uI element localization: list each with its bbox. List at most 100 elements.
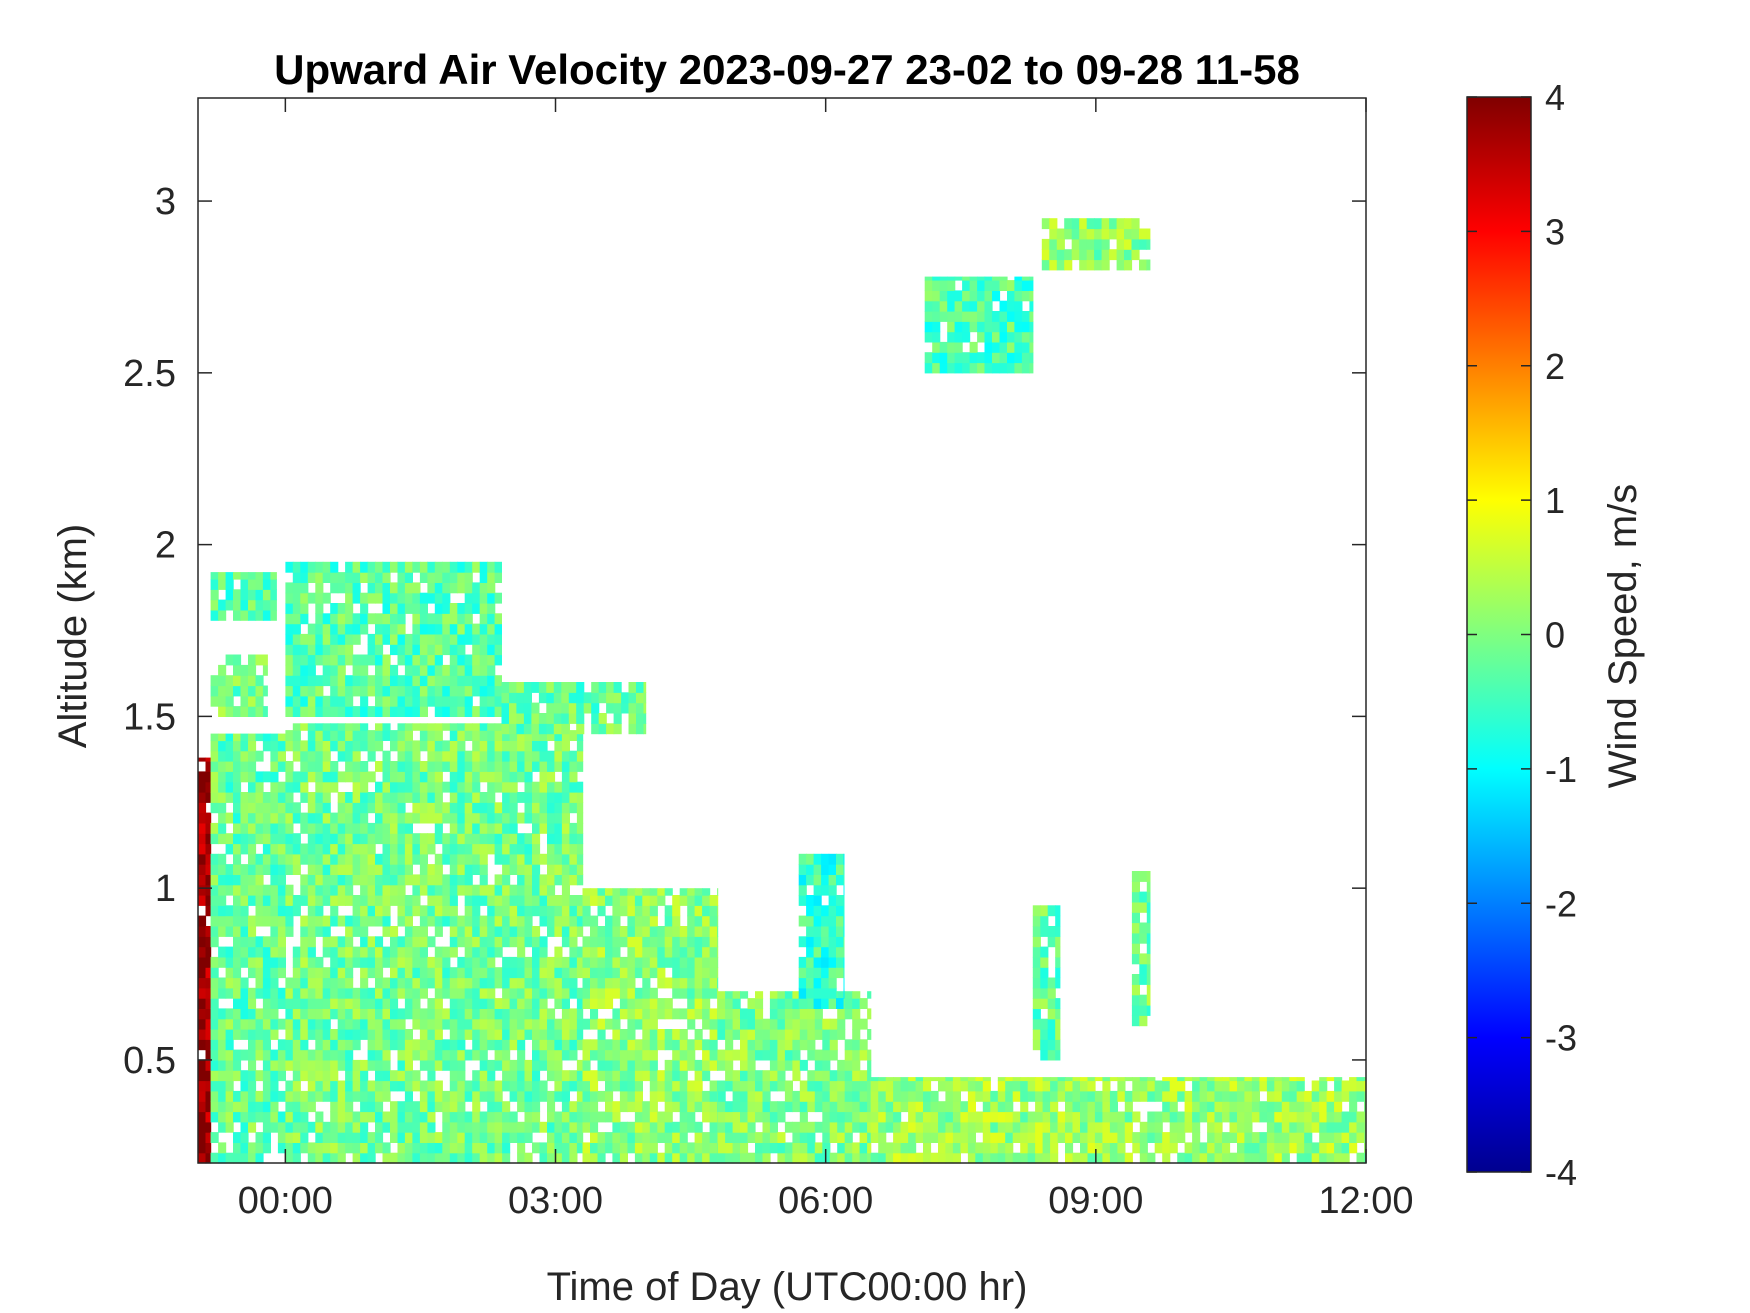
heatmap-cell [434, 977, 443, 989]
heatmap-cell [419, 740, 428, 752]
heatmap-cell [900, 1101, 909, 1113]
heatmap-cell [923, 1152, 932, 1164]
heatmap-cell [982, 1142, 991, 1154]
heatmap-cell [412, 967, 421, 979]
heatmap-cell [1055, 1029, 1061, 1040]
heatmap-cell [561, 905, 570, 917]
heatmap-cell [694, 1070, 703, 1082]
heatmap-cell [1065, 1077, 1074, 1082]
heatmap-cell [360, 685, 369, 697]
heatmap-cell [932, 311, 941, 322]
heatmap-cell [198, 956, 207, 968]
heatmap-cell [702, 905, 711, 917]
heatmap-cell [240, 733, 249, 742]
heatmap-cell [412, 926, 421, 937]
heatmap-cell [270, 987, 279, 999]
heatmap-cell [442, 675, 451, 687]
heatmap-cell [205, 771, 212, 783]
heatmap-cell [1040, 946, 1049, 958]
heatmap-cell [412, 998, 421, 1009]
heatmap-cell [792, 1132, 801, 1143]
heatmap-cell [814, 1152, 823, 1164]
heatmap-cell [248, 609, 257, 621]
heatmap-cell [292, 706, 301, 717]
heatmap-cell [1109, 1132, 1118, 1143]
heatmap-cell [457, 654, 466, 666]
heatmap-cell [315, 623, 324, 635]
heatmap-cell [1289, 1101, 1298, 1113]
heatmap-cell [649, 998, 658, 1009]
heatmap-cell [1207, 1121, 1216, 1133]
heatmap-cell [717, 991, 726, 999]
heatmap-cell [412, 956, 421, 968]
heatmap-cell [472, 582, 481, 594]
heatmap-cell [554, 792, 563, 803]
heatmap-cell [225, 987, 234, 999]
heatmap-cell [248, 1008, 257, 1020]
heatmap-cell [427, 833, 436, 845]
heatmap-cell [233, 956, 242, 968]
heatmap-cell [337, 874, 346, 886]
heatmap-cell [442, 603, 451, 614]
heatmap-cell [777, 1008, 786, 1020]
heatmap-cell [612, 1132, 621, 1143]
heatmap-cell [1326, 1142, 1335, 1154]
heatmap-cell [634, 1049, 643, 1061]
heatmap-cell [1237, 1152, 1246, 1164]
heatmap-cell [517, 740, 526, 752]
heatmap-cell [419, 1029, 428, 1040]
heatmap-cell [755, 1111, 764, 1123]
heatmap-cell [583, 702, 592, 714]
heatmap-cell [330, 1132, 339, 1143]
heatmap-cell [345, 1121, 354, 1133]
heatmap-cell [977, 311, 986, 322]
heatmap-cell [984, 362, 993, 374]
heatmap-cell [240, 1142, 249, 1154]
heatmap-cell [337, 664, 346, 676]
heatmap-cell [337, 572, 346, 583]
heatmap-cell [1281, 1132, 1290, 1143]
heatmap-cell [1131, 922, 1140, 934]
heatmap-cell [885, 1111, 894, 1123]
heatmap-cell [412, 771, 421, 783]
heatmap-cell [1244, 1077, 1253, 1082]
heatmap-cell [569, 864, 578, 875]
heatmap-cell [627, 888, 636, 896]
heatmap-cell [740, 1039, 749, 1051]
heatmap-cell [1304, 1132, 1313, 1143]
heatmap-cell [502, 761, 511, 772]
heatmap-cell [300, 572, 309, 583]
heatmap-cell [870, 1080, 879, 1092]
heatmap-cell [1244, 1132, 1253, 1143]
heatmap-cell [434, 802, 443, 814]
heatmap-cell [807, 1049, 816, 1061]
heatmap-cell [1169, 1090, 1178, 1102]
heatmap-cell [442, 874, 451, 886]
heatmap-cell [605, 888, 614, 896]
heatmap-cell [449, 582, 458, 594]
heatmap-cell [404, 730, 413, 741]
heatmap-cell [487, 592, 496, 604]
heatmap-cell [867, 1008, 872, 1020]
heatmap-cell [702, 1142, 711, 1154]
heatmap-cell [464, 802, 473, 814]
heatmap-cell [419, 977, 428, 989]
heatmap-cell [255, 695, 264, 707]
heatmap-cell [509, 853, 518, 865]
heatmap-cell [859, 998, 868, 1009]
heatmap-cell [255, 853, 264, 865]
heatmap-cell [576, 864, 584, 875]
heatmap-cell [382, 730, 391, 741]
heatmap-cell [784, 998, 793, 1009]
heatmap-cell [457, 675, 466, 687]
heatmap-cell [561, 1152, 570, 1164]
heatmap-cell [924, 300, 933, 312]
heatmap-cell [210, 1029, 219, 1040]
heatmap-cell [806, 987, 815, 999]
heatmap-cell [457, 936, 466, 948]
heatmap-cell [642, 977, 651, 989]
heatmap-cell [777, 1101, 786, 1113]
heatmap-cell [218, 733, 227, 742]
heatmap-cell [539, 936, 548, 948]
heatmap-cell [345, 822, 354, 834]
